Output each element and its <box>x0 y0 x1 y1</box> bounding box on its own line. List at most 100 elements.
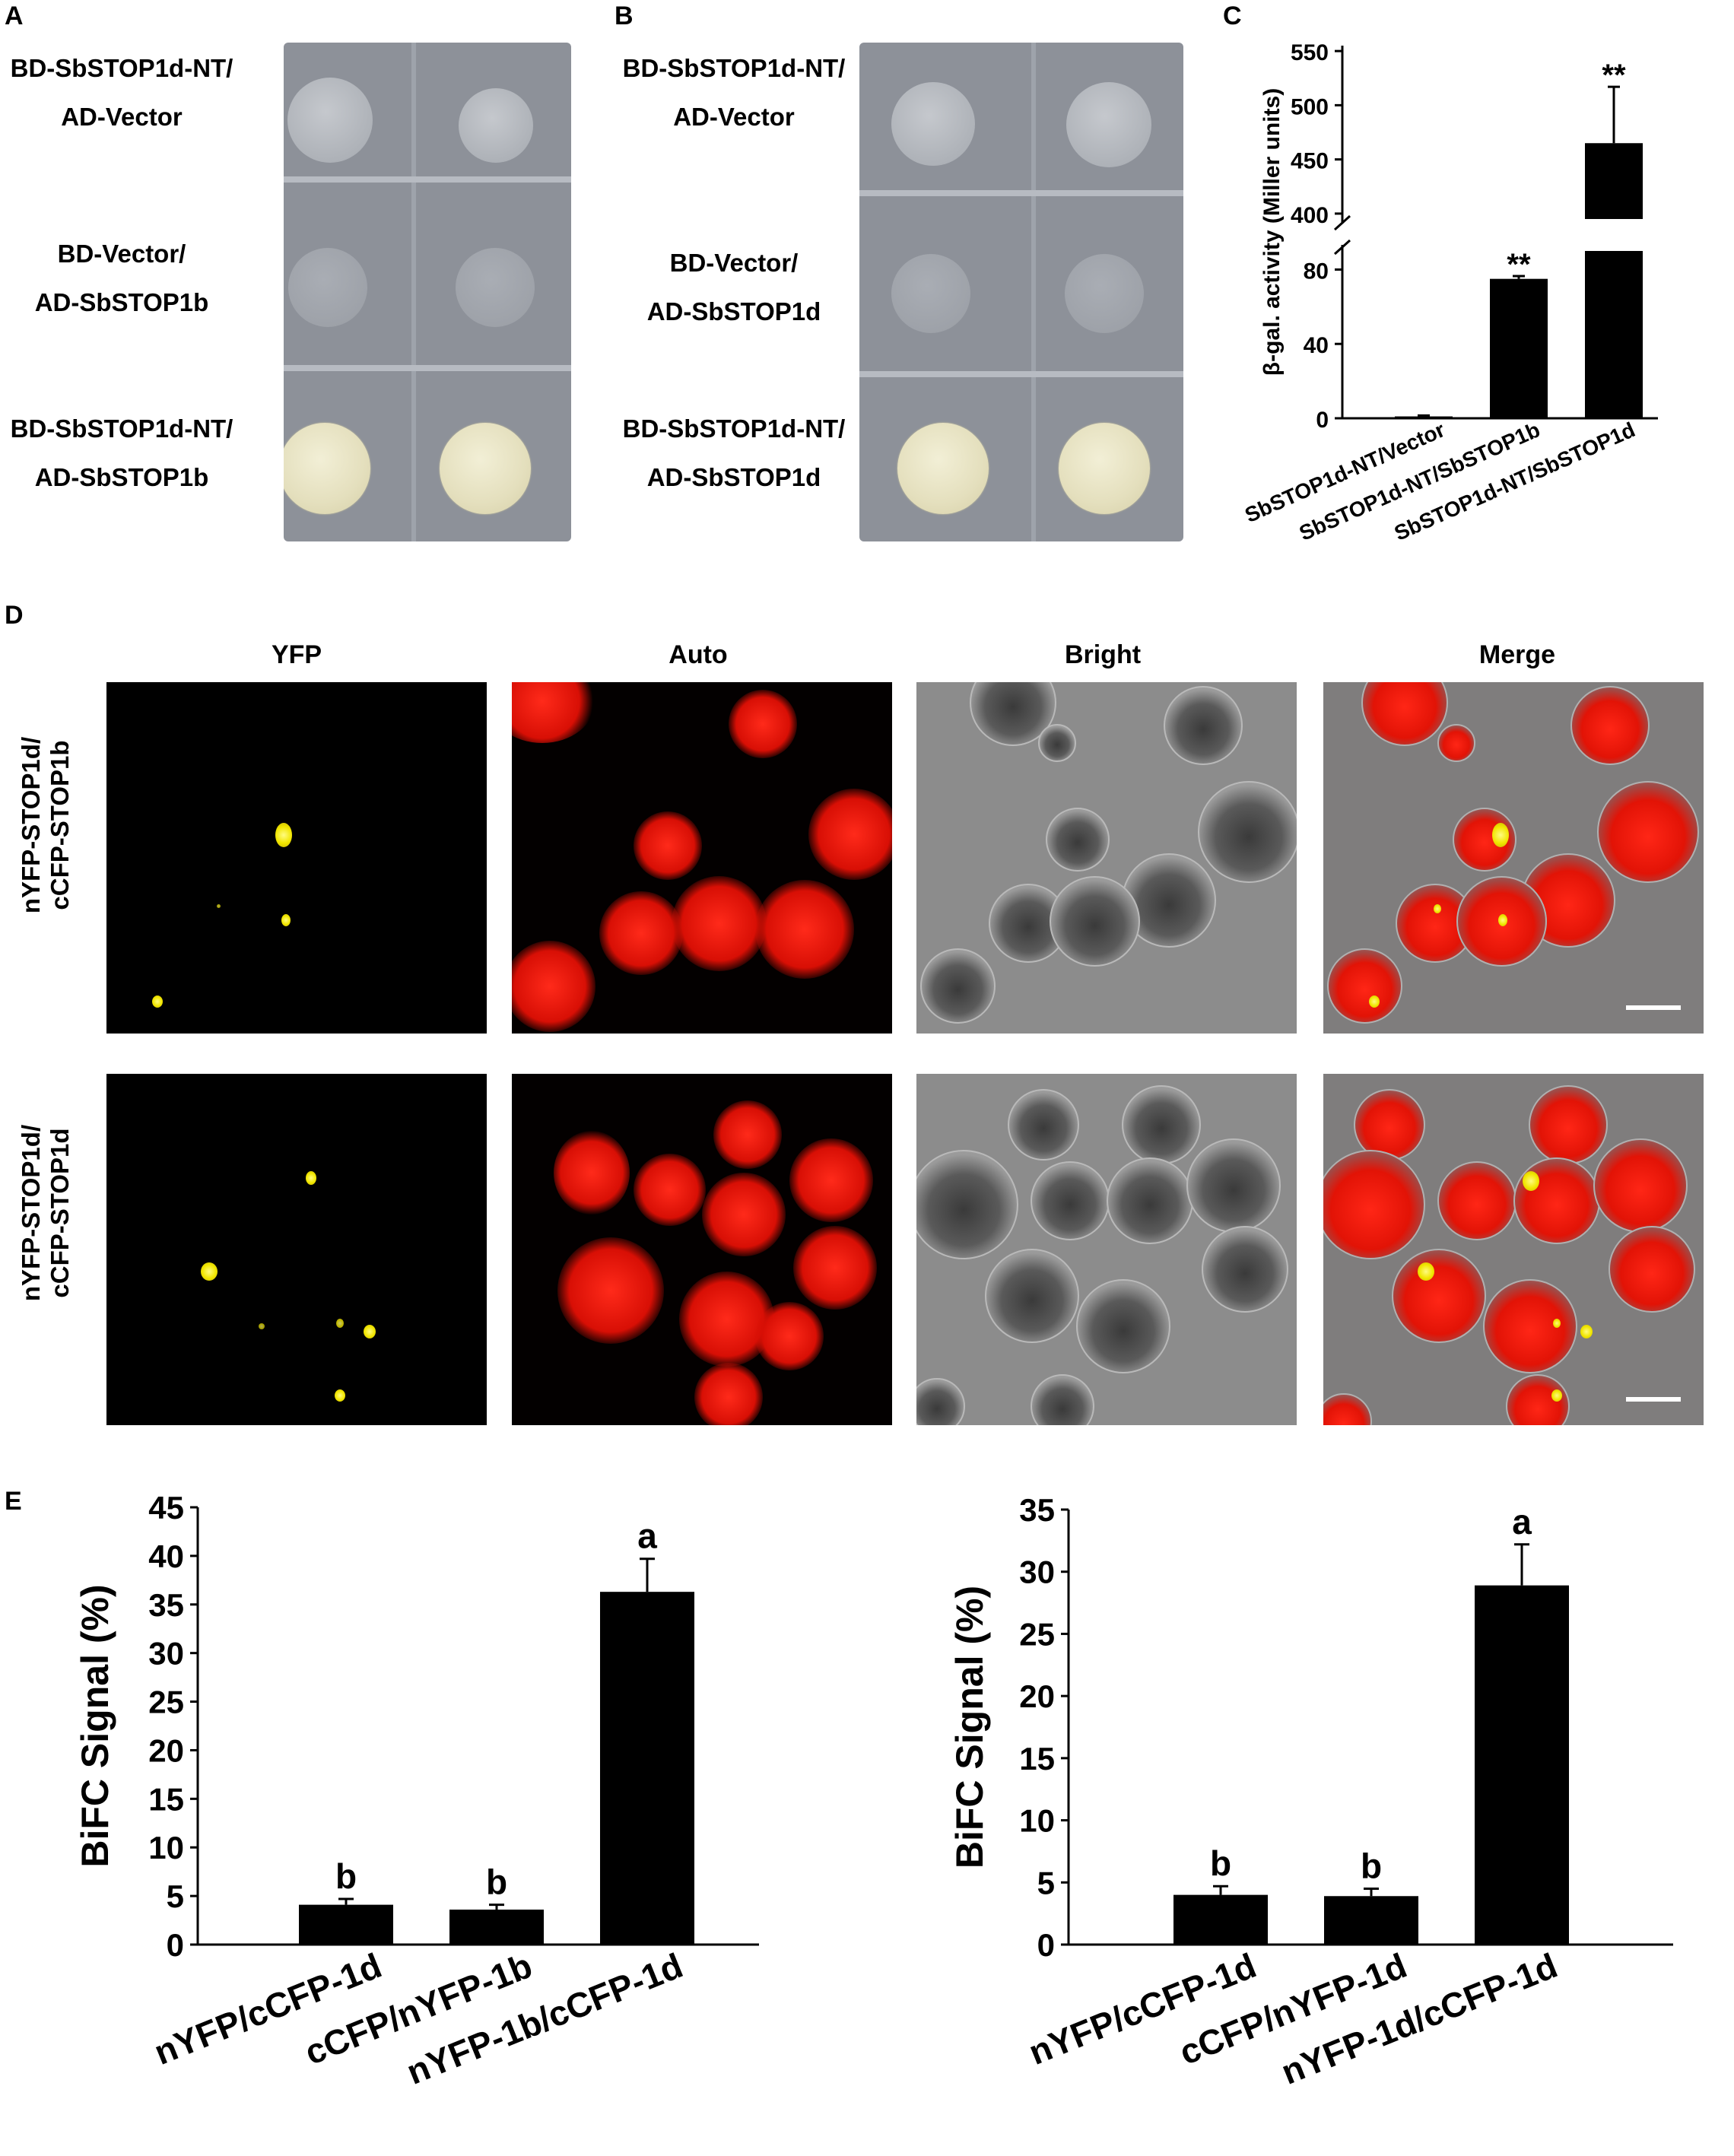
y-tick-label: 5 <box>1037 1865 1055 1900</box>
panel-a-row1-line1: BD-SbSTOP1d-NT/ <box>10 54 233 82</box>
colony-b6 <box>1059 423 1150 514</box>
colony-b2 <box>1066 82 1151 167</box>
y-tick-label: 0 <box>167 1927 184 1963</box>
y-tick-label: 0 <box>1316 408 1329 433</box>
colony-b3 <box>891 254 970 333</box>
y-tick-label: 45 <box>148 1491 184 1526</box>
y-tick-label: 25 <box>1019 1616 1055 1652</box>
y-tick-label: 20 <box>148 1732 184 1768</box>
panel-d-header-bright: Bright <box>1064 640 1142 669</box>
y-tick-label: 25 <box>148 1684 184 1720</box>
y-tick-label: 20 <box>1019 1678 1055 1714</box>
panel-label-b: B <box>615 2 634 30</box>
y-tick-label: 40 <box>148 1538 184 1574</box>
colony-b4 <box>1065 254 1144 333</box>
colony-a1 <box>287 78 373 163</box>
panel-label-d: D <box>5 601 24 630</box>
colony-a3 <box>288 248 367 327</box>
micrograph-row1-merge <box>1323 682 1704 1034</box>
micrograph-row1-yfp <box>106 682 487 1034</box>
y-tick-label: 40 <box>1304 333 1329 358</box>
colony-a6 <box>440 423 531 514</box>
panel-label-c: C <box>1223 2 1242 30</box>
significance-letter: b <box>486 1862 507 1902</box>
panel-b-row3-line1: BD-SbSTOP1d-NT/ <box>622 414 846 443</box>
panel-d-header-merge: Merge <box>1478 640 1556 669</box>
panel-a-row1-label: BD-SbSTOP1d-NT/ AD-Vector <box>0 44 243 141</box>
y-tick-label: 10 <box>1019 1803 1055 1839</box>
y-tick-label: 550 <box>1291 40 1329 65</box>
panel-b-row3-line2: AD-SbSTOP1d <box>646 463 821 491</box>
significance-letter: b <box>335 1856 357 1896</box>
panel-a-row2-line1: BD-Vector/ <box>57 240 186 268</box>
colony-b1 <box>891 82 975 166</box>
y-tick-label: 35 <box>1019 1492 1055 1528</box>
colony-a4 <box>456 248 535 327</box>
panel-b-plate <box>859 43 1183 541</box>
panel-b-row2-label: BD-Vector/ AD-SbSTOP1d <box>608 239 859 336</box>
micrograph-row1-auto <box>512 682 892 1034</box>
panel-d-row1-label: nYFP-STOP1d/ cCFP-STOP1b <box>17 684 75 966</box>
panel-label-a: A <box>5 2 24 30</box>
y-tick-label: 400 <box>1291 203 1329 228</box>
bar <box>299 1904 393 1945</box>
panel-d-header-yfp: YFP <box>271 640 322 669</box>
y-tick-label: 15 <box>1019 1741 1055 1777</box>
panel-d-row2-label: nYFP-STOP1d/ cCFP-STOP1d <box>17 1072 75 1354</box>
panel-d-row1-line1: nYFP-STOP1d/ <box>17 736 45 914</box>
panel-e-right-chart: 05101520253035bnYFP/cCFP-1dbcCFP/nYFP-1d… <box>948 1492 1673 2092</box>
bar <box>449 1910 544 1945</box>
panel-a-row3-line1: BD-SbSTOP1d-NT/ <box>10 414 233 443</box>
bar <box>1173 1894 1268 1945</box>
y-tick-label: 30 <box>148 1636 184 1672</box>
y-axis-label: BiFC Signal (%) <box>74 1584 116 1867</box>
panel-b-row1-line2: AD-Vector <box>673 103 795 131</box>
y-tick-label: 30 <box>1019 1554 1055 1590</box>
scale-bar <box>1626 1397 1681 1402</box>
panel-a-plate <box>284 43 571 541</box>
y-tick-label: 35 <box>148 1587 184 1623</box>
significance-annotation: ** <box>1507 248 1531 281</box>
panel-a-row3-line2: AD-SbSTOP1b <box>34 463 209 491</box>
panel-e-left-chart: 051015202530354045bnYFP/cCFP-1dbcCFP/nYF… <box>74 1491 759 2092</box>
significance-letter: a <box>637 1516 657 1556</box>
panel-b-row1-line1: BD-SbSTOP1d-NT/ <box>622 54 846 82</box>
y-tick-label: 0 <box>1037 1927 1055 1963</box>
micrograph-row2-auto <box>512 1074 892 1425</box>
y-tick-label: 5 <box>167 1878 184 1914</box>
colony-b5 <box>897 423 989 514</box>
y-tick-label: 10 <box>148 1830 184 1865</box>
panel-b-row1-label: BD-SbSTOP1d-NT/ AD-Vector <box>608 44 859 141</box>
panel-a-row2-line2: AD-SbSTOP1b <box>34 288 209 316</box>
y-tick-label: 80 <box>1304 259 1329 284</box>
colony-a5 <box>284 423 370 514</box>
micrograph-row2-bright <box>916 1074 1297 1425</box>
y-tick-label: 500 <box>1291 94 1329 119</box>
axis-break-mark <box>1333 214 1351 231</box>
panel-c-chart: 40045050055004080SbSTOP1d-NT/Vector**SbS… <box>1241 40 1658 545</box>
significance-letter: b <box>1361 1846 1382 1885</box>
bar <box>1490 278 1548 418</box>
y-tick-label: 15 <box>148 1781 184 1817</box>
scale-bar <box>1626 1005 1681 1010</box>
y-axis-label: β-gal. activity (Miller units) <box>1259 88 1285 376</box>
y-tick-label: 450 <box>1291 149 1329 174</box>
significance-letter: b <box>1210 1843 1231 1883</box>
micrograph-row2-yfp <box>106 1074 487 1425</box>
significance-letter: a <box>1512 1502 1532 1542</box>
panel-d-row1-line2: cCFP-STOP1b <box>46 740 74 910</box>
y-axis-label: BiFC Signal (%) <box>948 1586 991 1869</box>
panel-b-row2-line1: BD-Vector/ <box>669 249 799 277</box>
panel-a-row2-label: BD-Vector/ AD-SbSTOP1b <box>0 230 243 327</box>
panel-b-row2-line2: AD-SbSTOP1d <box>646 297 821 325</box>
axis-break-mark <box>1333 239 1351 256</box>
colony-a2 <box>459 88 533 163</box>
panel-d-header-auto: Auto <box>669 640 728 669</box>
significance-annotation: ** <box>1602 59 1626 92</box>
panel-d-row2-line2: cCFP-STOP1d <box>46 1128 74 1298</box>
bar <box>1324 1896 1418 1945</box>
bar <box>1395 416 1453 418</box>
bar <box>1475 1585 1569 1945</box>
bar <box>1585 143 1643 219</box>
micrograph-row1-bright <box>916 682 1297 1034</box>
